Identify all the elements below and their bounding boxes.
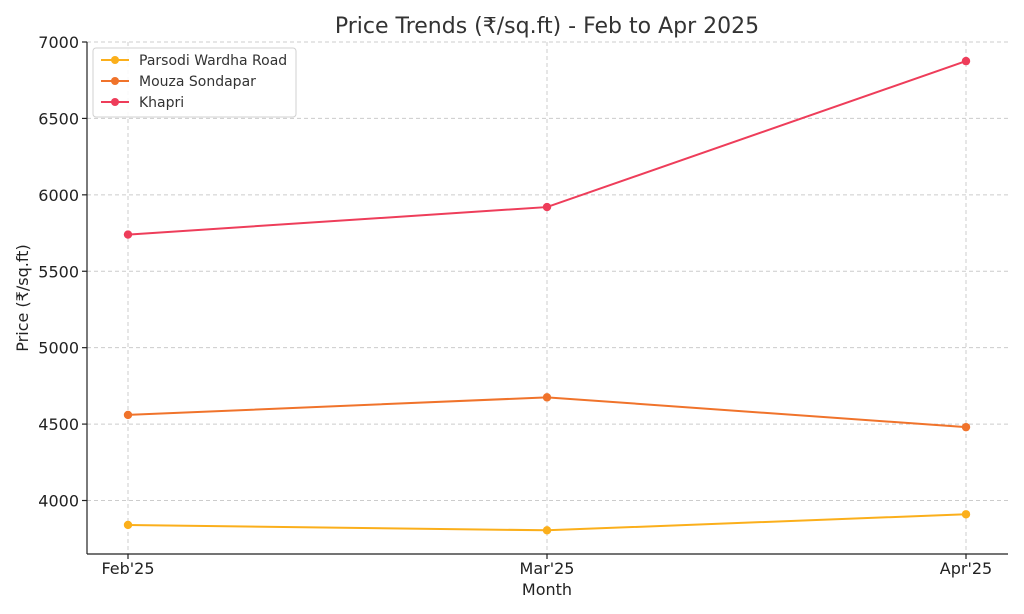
legend-swatch-marker	[111, 56, 119, 64]
data-point	[123, 520, 133, 530]
data-point	[542, 393, 552, 402]
data-point	[123, 410, 133, 420]
data-point	[961, 510, 971, 519]
series-2	[123, 56, 971, 239]
y-tick-label: 5000	[38, 339, 79, 358]
y-ticks: 4000 4500 5000 5500 6000 6500 7000	[38, 33, 87, 511]
legend-item: Khapri	[101, 95, 184, 111]
legend-swatch-marker	[111, 98, 119, 106]
y-tick-label: 6500	[38, 109, 79, 128]
grid	[87, 41, 1008, 554]
legend-box	[92, 47, 297, 118]
series-1	[123, 393, 971, 432]
legend: Parsodi Wardha Road Mouza Sondapar Khapri	[92, 47, 297, 118]
legend-swatch-marker	[111, 77, 119, 85]
x-tick-label: Mar'25	[520, 559, 575, 578]
legend-item: Parsodi Wardha Road	[101, 53, 287, 69]
series	[123, 56, 971, 535]
y-tick-label: 4500	[38, 415, 79, 434]
chart-title: Price Trends (₹/sq.ft) - Feb to Apr 2025	[335, 14, 759, 39]
data-point	[542, 526, 552, 535]
data-point	[542, 202, 552, 212]
data-point	[961, 56, 971, 66]
x-tick-label: Feb'25	[101, 559, 154, 578]
y-tick-label: 7000	[38, 33, 79, 52]
legend-label: Khapri	[139, 95, 184, 111]
series-0	[123, 510, 971, 535]
x-axis-label: Month	[522, 580, 572, 599]
legend-label: Mouza Sondapar	[139, 74, 256, 90]
x-ticks: Feb'25 Mar'25 Apr'25	[101, 554, 992, 578]
legend-item: Mouza Sondapar	[101, 74, 256, 90]
data-point	[961, 422, 971, 432]
legend-label: Parsodi Wardha Road	[139, 53, 287, 69]
y-tick-label: 6000	[38, 186, 79, 205]
x-tick-label: Apr'25	[940, 559, 992, 578]
data-point	[123, 230, 133, 239]
y-tick-label: 4000	[38, 492, 79, 511]
y-axis-label: Price (₹/sq.ft)	[13, 244, 32, 351]
y-tick-label: 5500	[38, 262, 79, 281]
